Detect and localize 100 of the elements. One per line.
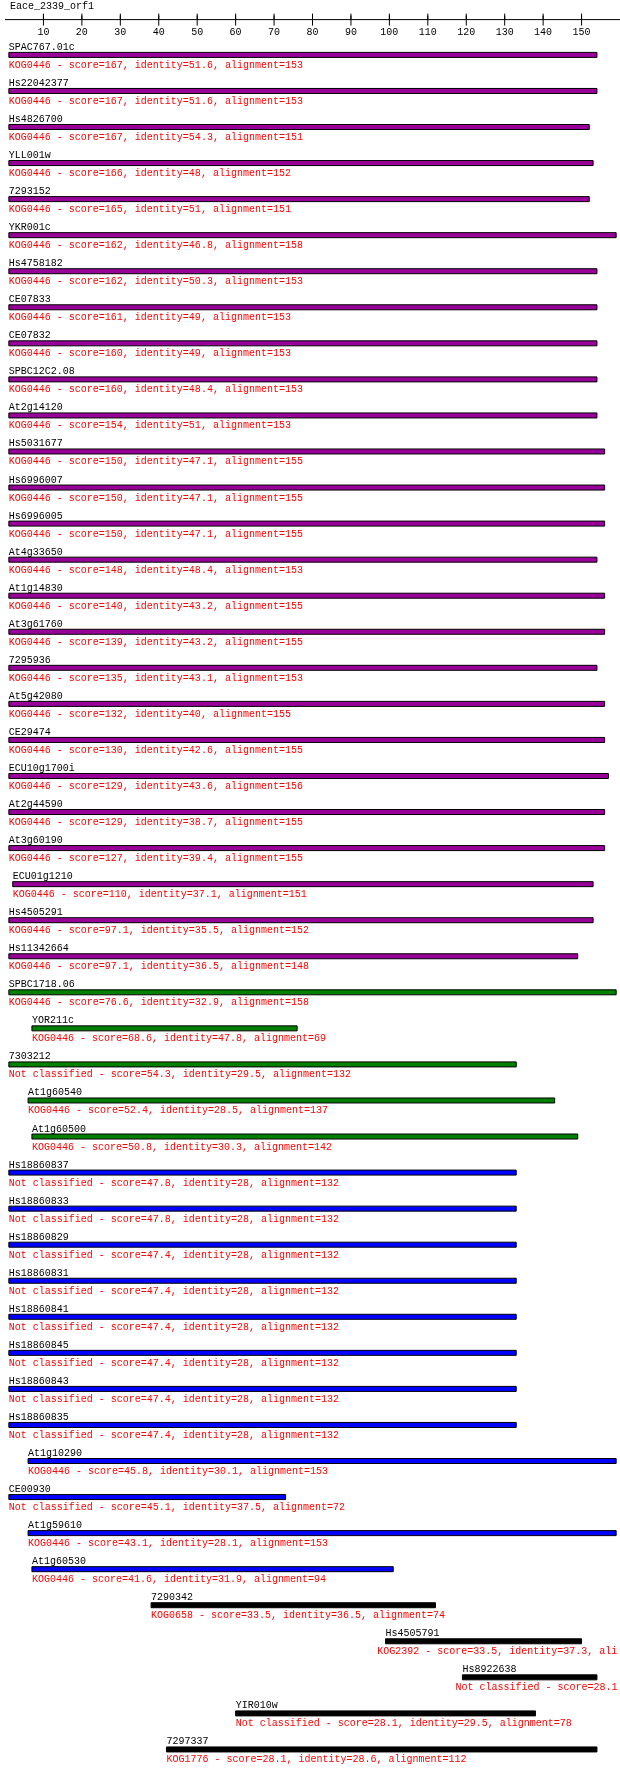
y-tick-label: Hs11342664 bbox=[8, 943, 69, 955]
y-tick-label: At1g60530 bbox=[31, 1556, 86, 1568]
bar bbox=[8, 809, 606, 816]
bar bbox=[8, 51, 598, 58]
bar bbox=[8, 700, 606, 707]
x-tick-label: 80 bbox=[306, 26, 319, 38]
y-tick-label: Hs18860833 bbox=[8, 1195, 69, 1207]
annotation: KOG0446 - score=129, identity=43.6, alignment=156 bbox=[8, 780, 303, 792]
bar bbox=[8, 484, 606, 491]
x-tick-label: 120 bbox=[457, 26, 476, 38]
x-tick-label: 70 bbox=[268, 26, 281, 38]
bar bbox=[8, 196, 590, 203]
bar bbox=[235, 1710, 536, 1717]
bar bbox=[461, 1674, 598, 1681]
y-tick-label: At1g59610 bbox=[28, 1520, 83, 1532]
annotation: Not classified - score=47.8, identity=28, alignment=132 bbox=[8, 1177, 339, 1189]
bar bbox=[8, 1385, 517, 1392]
bar bbox=[27, 1458, 617, 1465]
y-tick-label: Hs4758182 bbox=[8, 258, 63, 270]
x-tick-label: 60 bbox=[229, 26, 242, 38]
y-tick-label: Hs18860831 bbox=[8, 1267, 69, 1279]
y-tick-label: At5g42080 bbox=[8, 690, 63, 702]
annotation: KOG2392 - score=33.5, identity=37.3, ali bbox=[377, 1646, 618, 1658]
y-tick-label: Hs6996007 bbox=[8, 474, 63, 486]
bar bbox=[8, 664, 598, 671]
bar bbox=[8, 304, 598, 311]
annotation: Not classified - score=47.4, identity=28, alignment=132 bbox=[8, 1357, 339, 1369]
bar bbox=[8, 628, 606, 635]
annotation: KOG0446 - score=50.8, identity=30.3, alignment=142 bbox=[31, 1141, 332, 1153]
annotation: Not classified - score=47.4, identity=28, alignment=132 bbox=[8, 1321, 339, 1333]
x-tick-label: 150 bbox=[572, 26, 591, 38]
bar bbox=[8, 1494, 287, 1501]
y-tick-label: YKR001c bbox=[8, 222, 51, 234]
y-tick-label: YIR010w bbox=[235, 1700, 278, 1712]
y-tick-label: At1g60500 bbox=[31, 1123, 86, 1135]
bar bbox=[8, 1061, 517, 1068]
annotation: Not classified - score=47.4, identity=28, alignment=132 bbox=[8, 1249, 339, 1261]
annotation: KOG0446 - score=150, identity=47.1, alignment=155 bbox=[8, 456, 303, 468]
y-tick-label: CE00930 bbox=[8, 1484, 51, 1496]
bar bbox=[8, 232, 617, 239]
y-tick-label: SPAC767.01c bbox=[8, 41, 75, 53]
annotation: KOG0446 - score=68.6, identity=47.8, alignment=69 bbox=[31, 1033, 326, 1045]
annotation: Not classified - score=28.1 bbox=[455, 1682, 618, 1694]
annotation: KOG0446 - score=167, identity=51.6, alignment=153 bbox=[8, 59, 303, 71]
annotation: KOG0658 - score=33.5, identity=36.5, alignment=74 bbox=[151, 1610, 446, 1622]
bar bbox=[8, 1205, 517, 1212]
bar bbox=[385, 1638, 583, 1645]
y-tick-label: ECU10g1700i bbox=[8, 762, 75, 774]
annotation: KOG0446 - score=52.4, identity=28.5, alignment=137 bbox=[28, 1105, 329, 1117]
bar bbox=[8, 845, 606, 852]
x-tick-label: 30 bbox=[114, 26, 127, 38]
annotation: KOG0446 - score=165, identity=51, alignment=151 bbox=[8, 204, 291, 216]
y-tick-label: CE29474 bbox=[8, 726, 51, 738]
y-tick-label: Hs5031677 bbox=[8, 438, 63, 450]
bar bbox=[8, 772, 609, 779]
annotation: KOG0446 - score=160, identity=48.4, alignment=153 bbox=[8, 384, 303, 396]
annotation: KOG0446 - score=97.1, identity=36.5, alignment=148 bbox=[8, 961, 309, 973]
bar bbox=[27, 1530, 617, 1537]
bar bbox=[8, 87, 598, 94]
bar bbox=[31, 1566, 394, 1573]
bar bbox=[8, 592, 606, 599]
y-tick-label: Hs18860841 bbox=[8, 1303, 69, 1315]
y-tick-label: SPBC1718.06 bbox=[8, 979, 75, 991]
annotation: KOG0446 - score=97.1, identity=35.5, alignment=152 bbox=[8, 925, 309, 937]
x-tick-label: 10 bbox=[37, 26, 50, 38]
x-tick-label: 140 bbox=[534, 26, 553, 38]
annotation: KOG0446 - score=161, identity=49, alignment=153 bbox=[8, 312, 291, 324]
annotation: KOG0446 - score=160, identity=49, alignment=153 bbox=[8, 348, 291, 360]
y-tick-label: Hs8922638 bbox=[462, 1664, 517, 1676]
y-tick-label: ECU01g1210 bbox=[12, 871, 73, 883]
bar bbox=[12, 881, 594, 888]
annotation: Not classified - score=47.4, identity=28, alignment=132 bbox=[8, 1429, 339, 1441]
annotation: KOG0446 - score=150, identity=47.1, alignment=155 bbox=[8, 528, 303, 540]
bar bbox=[8, 520, 606, 527]
annotation: KOG0446 - score=162, identity=46.8, alignment=158 bbox=[8, 240, 303, 252]
bar bbox=[8, 124, 590, 131]
bar bbox=[31, 1025, 298, 1032]
y-tick-label: Hs22042377 bbox=[8, 77, 69, 89]
annotation: KOG0446 - score=130, identity=42.6, alignment=155 bbox=[8, 744, 303, 756]
y-tick-label: 7293152 bbox=[8, 186, 51, 198]
y-tick-label: At2g14120 bbox=[8, 402, 63, 414]
annotation: KOG0446 - score=43.1, identity=28.1, alignment=153 bbox=[28, 1538, 329, 1550]
y-tick-label: Hs18860843 bbox=[8, 1375, 69, 1387]
x-tick-label: 20 bbox=[75, 26, 88, 38]
y-tick-label: 7297337 bbox=[166, 1736, 209, 1748]
bar bbox=[8, 1313, 517, 1320]
y-tick-label: 7303212 bbox=[8, 1051, 51, 1063]
y-tick-label: YLL001w bbox=[8, 150, 51, 162]
x-tick-label: 40 bbox=[152, 26, 165, 38]
y-tick-label: At4g33650 bbox=[8, 546, 63, 558]
y-tick-label: Hs4826700 bbox=[8, 114, 63, 126]
annotation: Not classified - score=45.1, identity=37.5, alignment=72 bbox=[8, 1502, 345, 1514]
y-tick-label: Hs18860837 bbox=[8, 1159, 69, 1171]
bar bbox=[8, 340, 598, 347]
annotation: KOG0446 - score=148, identity=48.4, alignment=153 bbox=[8, 564, 303, 576]
annotation: KOG0446 - score=150, identity=47.1, alignment=155 bbox=[8, 492, 303, 504]
bar bbox=[165, 1746, 598, 1753]
bar bbox=[8, 556, 598, 563]
annotation: Not classified - score=47.4, identity=28, alignment=132 bbox=[8, 1393, 339, 1405]
y-tick-label: Hs18860835 bbox=[8, 1411, 69, 1423]
